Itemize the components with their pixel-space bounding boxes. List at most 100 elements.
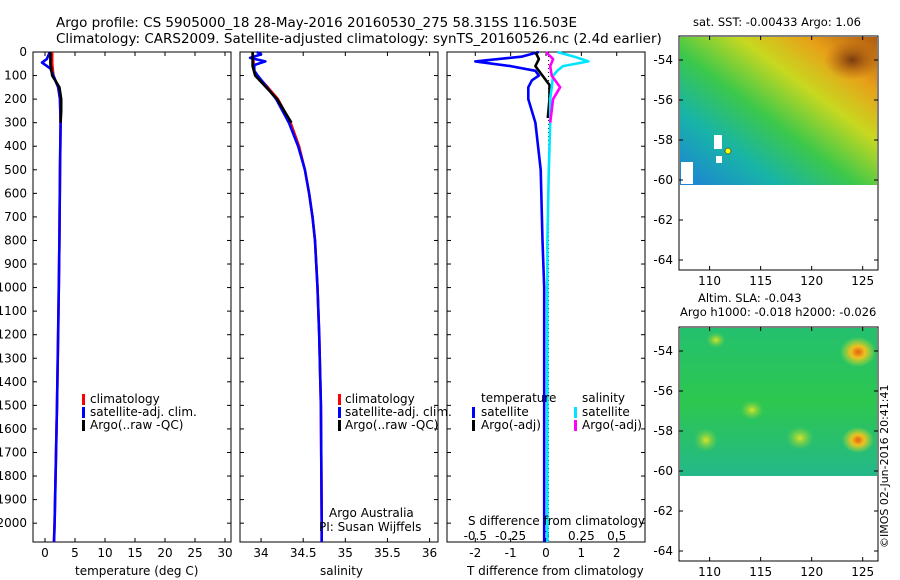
lon-tick-label: 115 — [749, 565, 772, 579]
difference-legend: temperature satellite Argo(-adj) salinit… — [472, 391, 642, 432]
temperature-x-axis: 0 5 10 15 20 25 30 — [41, 52, 233, 560]
depth-tick-label: 600 — [4, 186, 27, 200]
depth-tick-label: 100 — [4, 69, 27, 83]
sla-map-title-2: Argo h1000: -0.018 h2000: -0.026 — [680, 305, 876, 319]
series-line-argo-raw-qc- — [49, 52, 63, 123]
lat-tick-label: -54 — [653, 53, 673, 67]
x-tick-label: 0 — [542, 546, 550, 560]
series-line-climatology — [251, 51, 324, 542]
sla-yellow-patch — [706, 332, 726, 348]
s-difference-label: S difference from climatology — [468, 514, 645, 528]
x-tick-label: 25 — [187, 546, 202, 560]
x-tick-label: 0 — [41, 546, 49, 560]
x-tick-label: 5 — [71, 546, 79, 560]
depth-tick-label: 1000 — [0, 281, 27, 295]
difference-plot-frame — [446, 51, 646, 543]
depth-tick-label: 1700 — [0, 445, 27, 459]
legend-label-argo: Argo(..raw -QC) — [345, 418, 438, 432]
depth-tick-label: 400 — [4, 139, 27, 153]
float-operator-label: Argo Australia — [329, 506, 414, 520]
depth-tick-label: 900 — [4, 257, 27, 271]
legend-title-salinity: salinity — [582, 391, 625, 405]
lon-tick-label: 125 — [851, 565, 874, 579]
s-tick-label: 0 — [542, 529, 550, 543]
temperature-panel: 0100200300400500600700800900100011001200… — [0, 45, 233, 578]
temperature-xlabel: temperature (deg C) — [75, 564, 198, 578]
salinity-series — [248, 50, 324, 542]
x-tick-label: 36 — [422, 546, 437, 560]
temperature-legend: climatology satellite-adj. clim. Argo(..… — [82, 392, 197, 432]
difference-panel: -2 -1 0 1 2 -0.5 -0.25 0 0.25 0.5 T difference fr… — [446, 50, 646, 578]
depth-tick-label: 300 — [4, 116, 27, 130]
salinity-xlabel: salinity — [320, 564, 363, 578]
sst-missing-patch — [716, 156, 722, 163]
lon-tick-label: 110 — [698, 274, 721, 288]
lat-tick-label: -62 — [653, 213, 673, 227]
legend-swatch-t-argo — [472, 420, 475, 431]
series-line-satellite — [473, 50, 546, 542]
salinity-x-axis: 34 34.5 35 35.5 36 — [253, 52, 437, 560]
legend-label-argo: Argo(..raw -QC) — [90, 418, 183, 432]
lon-tick-label: 110 — [698, 565, 721, 579]
depth-tick-label: 1400 — [0, 375, 27, 389]
sla-map-panel: Altim. SLA: -0.043 Argo h1000: -0.018 h2… — [653, 291, 879, 579]
series-line-satellite-adj-clim- — [248, 50, 324, 542]
sst-map-panel: sat. SST: -0.00433 Argo: 1.06 — [653, 15, 880, 288]
salinity-plot-frame — [239, 51, 439, 543]
legend-swatch-climatology — [338, 394, 341, 405]
sla-yellow-patch — [694, 428, 718, 452]
x-tick-label: 2 — [613, 546, 621, 560]
sla-map-axes: 110 115 120 125 -54 -56 -58 -60 -62 -64 — [653, 327, 878, 579]
difference-series — [473, 50, 590, 542]
legend-swatch-argo — [82, 420, 85, 431]
lat-tick-label: -54 — [653, 344, 673, 358]
lon-tick-label: 120 — [800, 274, 823, 288]
depth-tick-label: 800 — [4, 233, 27, 247]
x-tick-label: 34 — [253, 546, 268, 560]
lat-tick-label: -56 — [653, 93, 673, 107]
x-tick-label: 1 — [578, 546, 586, 560]
legend-swatch-s-satellite — [574, 407, 577, 418]
s-tick-label: 0.25 — [568, 529, 595, 543]
legend-label-s-argo: Argo(-adj) — [582, 418, 642, 432]
depth-tick-label: 700 — [4, 210, 27, 224]
depth-tick-label: 1900 — [0, 493, 27, 507]
sst-warm-patch — [824, 40, 880, 80]
header-line-2: Climatology: CARS2009. Satellite-adjuste… — [56, 31, 662, 47]
depth-tick-label: 1500 — [0, 398, 27, 412]
t-difference-xlabel: T difference from climatology — [466, 564, 644, 578]
s-tick-label: -0.25 — [495, 529, 526, 543]
sla-map-title-1: Altim. SLA: -0.043 — [698, 291, 802, 305]
legend-label-t-satellite: satellite — [481, 405, 529, 419]
depth-tick-label: 200 — [4, 92, 27, 106]
legend-label-t-argo: Argo(-adj) — [481, 418, 541, 432]
s-tick-label: -0.5 — [464, 529, 487, 543]
lat-tick-label: -64 — [653, 253, 673, 267]
imos-credit: ©IMOS 02-Jun-2016 20:41:41 — [878, 384, 891, 548]
x-tick-label: 34.5 — [290, 546, 317, 560]
x-tick-label: 30 — [217, 546, 232, 560]
salinity-depth-ticks — [240, 51, 438, 524]
lat-tick-label: -62 — [653, 504, 673, 518]
series-line-satellite-adj-clim- — [40, 51, 62, 543]
sst-land-gap — [681, 162, 693, 184]
argo-position-marker — [724, 147, 732, 155]
x-tick-label: 10 — [97, 546, 112, 560]
temperature-series — [40, 51, 63, 543]
lon-tick-label: 115 — [749, 274, 772, 288]
depth-tick-label: 1300 — [0, 351, 27, 365]
salinity-legend: climatology satellite-adj. clim. Argo(..… — [338, 392, 452, 432]
depth-tick-label: 0 — [19, 45, 27, 59]
depth-axis: 0 100 200 300 400 500 600 700 800 900 1000 1100 1200… — [0, 45, 231, 530]
x-tick-label: 35.5 — [374, 546, 401, 560]
legend-label-climatology: climatology — [90, 392, 160, 406]
x-tick-label: -1 — [505, 546, 517, 560]
depth-tick-label: 1200 — [0, 328, 27, 342]
sst-map-title: sat. SST: -0.00433 Argo: 1.06 — [693, 15, 861, 29]
temperature-plot-frame — [32, 51, 232, 543]
x-tick-label: -2 — [469, 546, 481, 560]
difference-x-axis: -2 -1 0 1 2 -0.5 -0.25 0 0.25 0.5 — [464, 52, 626, 560]
legend-swatch-t-satellite — [472, 407, 475, 418]
x-tick-label: 15 — [127, 546, 142, 560]
